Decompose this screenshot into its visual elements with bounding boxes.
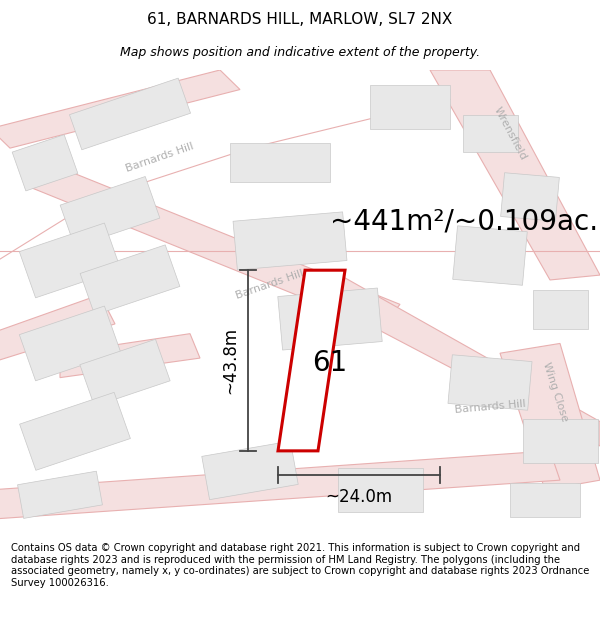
Polygon shape	[330, 275, 600, 446]
Polygon shape	[453, 226, 527, 285]
Text: Wrensfield: Wrensfield	[492, 105, 528, 162]
Polygon shape	[70, 78, 191, 150]
Polygon shape	[430, 70, 600, 280]
Text: Barnards Hill: Barnards Hill	[125, 141, 196, 174]
Polygon shape	[0, 294, 115, 363]
Polygon shape	[30, 168, 400, 329]
Polygon shape	[80, 339, 170, 406]
Polygon shape	[12, 134, 78, 191]
Text: 61: 61	[313, 349, 347, 377]
Polygon shape	[448, 355, 532, 410]
Polygon shape	[0, 70, 240, 148]
Polygon shape	[20, 392, 130, 470]
Polygon shape	[80, 245, 180, 315]
Text: Contains OS data © Crown copyright and database right 2021. This information is : Contains OS data © Crown copyright and d…	[11, 543, 589, 588]
Text: Map shows position and indicative extent of the property.: Map shows position and indicative extent…	[120, 46, 480, 59]
Polygon shape	[60, 334, 200, 378]
Polygon shape	[19, 223, 121, 298]
Polygon shape	[533, 290, 587, 329]
Text: Wing Close: Wing Close	[541, 361, 569, 423]
Text: 61, BARNARDS HILL, MARLOW, SL7 2NX: 61, BARNARDS HILL, MARLOW, SL7 2NX	[148, 12, 452, 27]
Polygon shape	[230, 143, 330, 182]
Polygon shape	[463, 115, 517, 152]
Text: ~43.8m: ~43.8m	[221, 327, 239, 394]
Polygon shape	[337, 468, 422, 512]
Polygon shape	[500, 344, 600, 490]
Polygon shape	[233, 212, 347, 270]
Text: ~24.0m: ~24.0m	[325, 488, 392, 506]
Polygon shape	[60, 176, 160, 247]
Polygon shape	[278, 270, 345, 451]
Text: ~441m²/~0.109ac.: ~441m²/~0.109ac.	[330, 208, 598, 236]
Polygon shape	[523, 419, 598, 463]
Polygon shape	[278, 288, 382, 350]
Polygon shape	[19, 306, 121, 381]
Polygon shape	[202, 441, 298, 499]
Polygon shape	[510, 482, 580, 517]
Polygon shape	[17, 471, 103, 518]
Text: Barnards Hill: Barnards Hill	[454, 399, 526, 415]
Polygon shape	[0, 451, 560, 519]
Text: Barnards Hill: Barnards Hill	[235, 269, 305, 301]
Polygon shape	[370, 85, 450, 129]
Polygon shape	[500, 173, 559, 221]
